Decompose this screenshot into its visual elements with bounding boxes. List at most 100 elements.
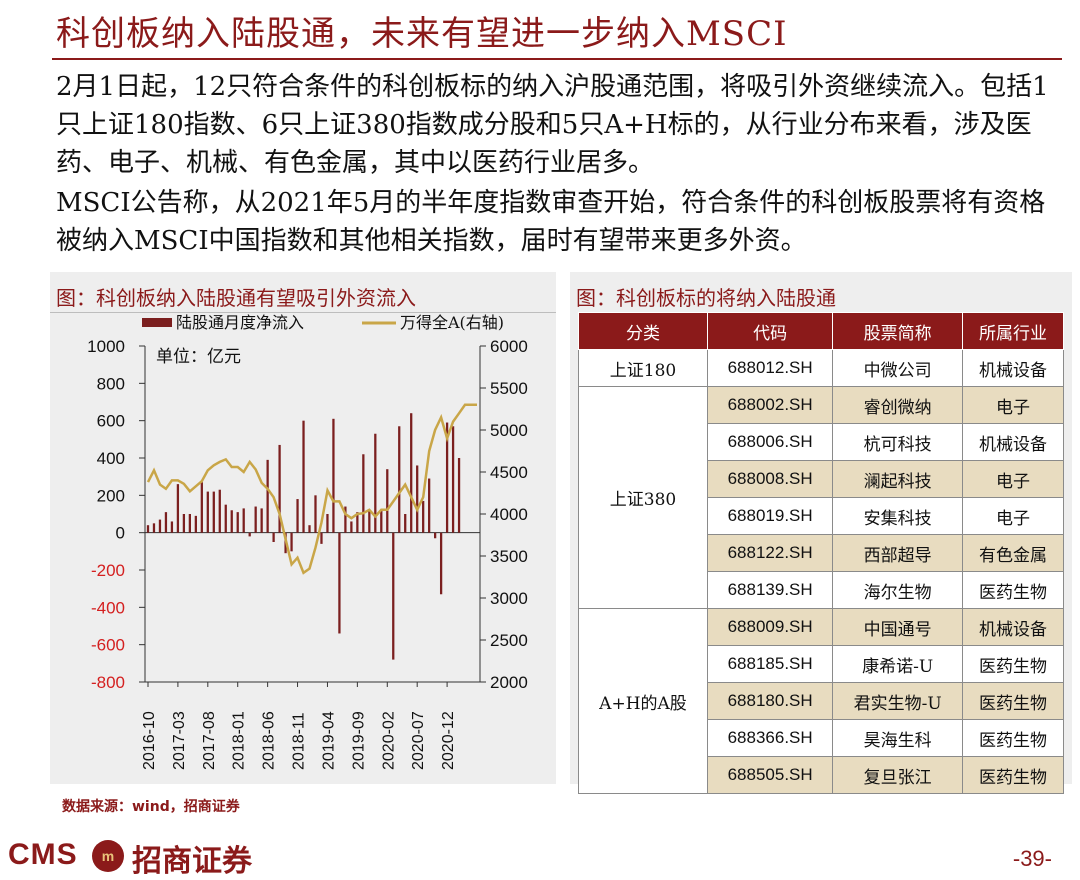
flow-bar	[332, 418, 335, 533]
flow-bar	[457, 458, 461, 533]
index-line	[146, 403, 477, 575]
code-cell: 688505.SH	[706, 756, 834, 794]
header-category: 分类	[578, 312, 708, 350]
short-name-cell: 睿创微纳	[832, 386, 963, 424]
flow-bar	[320, 532, 323, 544]
flow-bar	[326, 514, 329, 533]
industry-cell: 机械设备	[961, 423, 1065, 461]
flow-bar	[392, 532, 395, 660]
flow-bar	[350, 521, 353, 533]
code-cell: 688122.SH	[706, 534, 834, 572]
flow-bar	[428, 478, 431, 533]
flow-bar	[242, 508, 245, 533]
code-cell: 688008.SH	[706, 460, 834, 498]
short-name-cell: 海尔生物	[832, 571, 963, 609]
table-row: 688122.SH 西部超导 有色金属	[579, 534, 1065, 572]
x-tick-label: 2017-03	[171, 711, 188, 770]
left-tick-label: -200	[91, 561, 125, 580]
table-row: 上证380 688002.SH 睿创微纳 电子	[578, 386, 1065, 609]
table-title: 图：科创板标的将纳入陆股通	[576, 286, 836, 310]
flow-bar	[302, 420, 305, 533]
industry-cell: 有色金属	[961, 534, 1065, 572]
flow-bar	[386, 469, 389, 533]
flow-bar	[248, 532, 251, 537]
flow-bar	[260, 508, 263, 533]
left-tick-label: 800	[97, 374, 125, 393]
right-tick-label: 4500	[490, 463, 528, 482]
flow-bar	[368, 510, 371, 533]
right-tick-label: 3000	[490, 589, 528, 608]
x-tick-label: 2019-04	[320, 711, 337, 770]
short-name-cell: 昊海生科	[832, 719, 963, 757]
code-cell: 688009.SH	[706, 608, 834, 646]
header-code: 代码	[706, 312, 834, 350]
right-tick-label: 6000	[490, 337, 528, 356]
short-name-cell: 康希诺-U	[832, 645, 963, 683]
left-tick-label: 200	[97, 486, 125, 505]
flow-bar	[158, 519, 162, 533]
right-tick-label: 5500	[490, 379, 528, 398]
table-row: 688185.SH 康希诺-U 医药生物	[579, 645, 1065, 683]
industry-cell: 医药生物	[961, 682, 1065, 720]
flow-bar	[146, 525, 150, 533]
flow-bar	[296, 499, 299, 533]
industry-cell: 电子	[961, 460, 1065, 498]
flow-bar	[338, 532, 341, 634]
flow-bar	[344, 506, 347, 533]
flow-bar	[176, 484, 180, 533]
category-cell: A+H的A股	[578, 608, 708, 794]
industry-cell: 机械设备	[961, 608, 1065, 646]
table-row: 688019.SH 安集科技 电子	[579, 497, 1065, 535]
flow-bar	[308, 525, 311, 533]
short-name-cell: 中微公司	[832, 349, 963, 387]
category-cell: 上证180	[578, 349, 708, 387]
flow-bar	[200, 482, 203, 533]
table-row: 688505.SH 复旦张江 医药生物	[579, 756, 1065, 794]
industry-cell: 医药生物	[961, 719, 1065, 757]
industry-cell: 电子	[961, 497, 1065, 535]
flow-bar	[356, 512, 359, 533]
table-panel: 图：科创板标的将纳入陆股通 分类 代码 股票简称 所属行业 上证180 68801…	[570, 272, 1072, 794]
flow-bar	[254, 506, 257, 533]
x-tick-label: 2020-02	[380, 711, 397, 770]
code-cell: 688019.SH	[706, 497, 834, 535]
flow-bar	[380, 510, 383, 533]
industry-cell: 医药生物	[961, 645, 1065, 683]
left-tick-label: 600	[97, 412, 125, 431]
short-name-cell: 杭可科技	[832, 423, 963, 461]
table-row: 688139.SH 海尔生物 医药生物	[579, 571, 1065, 609]
logo-mark-icon: m	[92, 840, 124, 872]
code-cell: 688002.SH	[706, 386, 834, 424]
flow-bar	[433, 532, 437, 539]
code-cell: 688139.SH	[706, 571, 834, 609]
data-source: 数据来源：wind，招商证券	[62, 799, 240, 815]
title-divider	[52, 58, 1062, 60]
table-row: A+H的A股 688009.SH 中国通号 机械设备	[578, 608, 1065, 794]
flow-bar	[439, 532, 443, 595]
x-tick-label: 2017-08	[201, 711, 218, 770]
legend-label-bar: 陆股通月度净流入	[176, 313, 304, 332]
short-name-cell: 君实生物-U	[832, 682, 963, 720]
page-number: -39-	[1012, 846, 1052, 871]
flow-bar	[374, 433, 377, 533]
flow-bar	[188, 514, 192, 533]
x-tick-label: 2018-11	[291, 712, 308, 770]
flow-bar	[290, 532, 293, 552]
flow-bar	[224, 504, 227, 533]
table-row: 688006.SH 杭可科技 机械设备	[579, 423, 1065, 461]
chart-title-divider	[50, 312, 556, 313]
page-title: 科创板纳入陆股通，未来有望进一步纳入MSCI	[56, 14, 788, 54]
flow-bar	[194, 515, 197, 533]
flow-bar	[445, 422, 449, 533]
left-tick-label: 1000	[87, 337, 125, 356]
short-name-cell: 中国通号	[832, 608, 963, 646]
left-tick-label: -600	[91, 636, 125, 655]
industry-cell: 电子	[961, 386, 1065, 424]
flow-bar	[410, 413, 413, 533]
x-tick-label: 2016-10	[141, 711, 158, 770]
flow-bar	[266, 459, 269, 533]
flow-bar	[416, 465, 419, 533]
left-tick-label: 0	[116, 524, 125, 543]
code-cell: 688012.SH	[706, 349, 834, 387]
short-name-cell: 澜起科技	[832, 460, 963, 498]
